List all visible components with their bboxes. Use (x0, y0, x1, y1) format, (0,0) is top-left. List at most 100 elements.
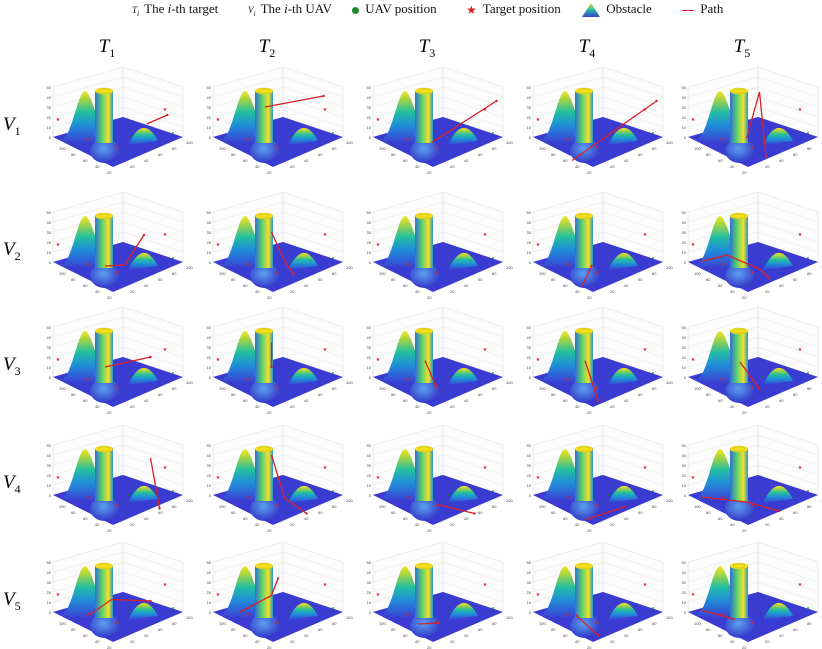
back-wall-right (757, 66, 819, 138)
x-tick-label: 40 (144, 283, 149, 288)
target-marker: ★ (721, 137, 726, 143)
path-endpoint (292, 272, 295, 276)
target-marker: ★ (115, 270, 120, 276)
z-tick-label: 40 (367, 453, 372, 458)
back-wall-right (757, 306, 819, 378)
z-tick-label: 50 (682, 210, 687, 215)
y-tick-label: 20 (267, 410, 272, 415)
z-tick-label: 0 (529, 610, 532, 615)
z-tick-label: 0 (684, 493, 687, 498)
dome-obstacle (725, 497, 755, 521)
grid-line (122, 76, 184, 98)
y-tick-label: 40 (730, 639, 735, 644)
z-tick-label: 40 (682, 95, 687, 100)
x-tick-label: 20 (610, 639, 615, 644)
y-tick-label: 100 (539, 621, 546, 626)
dome-obstacle (410, 614, 440, 638)
x-tick-label: 60 (638, 510, 643, 515)
cylinder-top-ring (257, 88, 271, 94)
y-tick-label: 80 (231, 277, 236, 282)
target-marker: ★ (115, 385, 120, 391)
back-wall-right (602, 541, 664, 613)
path-endpoint (276, 577, 280, 580)
z-tick-label: 20 (207, 590, 212, 595)
target-marker: ★ (595, 385, 600, 391)
grid-line (757, 346, 819, 368)
z-tick-label: 40 (47, 95, 52, 100)
path-line (700, 609, 734, 620)
x-tick-label: 20 (290, 404, 295, 409)
z-tick-label: 0 (49, 135, 52, 140)
uav-marker (652, 257, 654, 259)
z-tick-label: 30 (682, 345, 687, 350)
z-tick-label: 10 (527, 250, 532, 255)
grid-line (282, 561, 344, 583)
uav-marker (447, 376, 449, 378)
z-tick-label: 30 (682, 580, 687, 585)
z-tick-label: 30 (207, 463, 212, 468)
z-tick-label: 20 (527, 590, 532, 595)
cylinder-top-ring (257, 213, 271, 219)
y-tick-label: 20 (742, 645, 747, 649)
uav-marker (607, 376, 609, 378)
y-tick-label: 20 (267, 645, 272, 649)
grid-line (757, 86, 819, 108)
x-tick-label: 20 (290, 639, 295, 644)
z-tick-label: 20 (47, 590, 52, 595)
z-tick-label: 20 (682, 590, 687, 595)
z-tick-label: 0 (369, 135, 372, 140)
target-marker: ★ (406, 137, 411, 143)
target-marker: ★ (595, 503, 600, 509)
z-tick-label: 50 (47, 560, 52, 565)
y-tick-label: 80 (71, 627, 76, 632)
y-tick-label: 20 (107, 170, 112, 175)
x-tick-label: 40 (304, 516, 309, 521)
y-tick-label: 80 (391, 392, 396, 397)
z-tick-label: 50 (207, 85, 212, 90)
target-marker: ★ (721, 612, 726, 618)
uav-marker (447, 494, 449, 496)
path-line-icon (682, 9, 694, 11)
x-tick-label: 80 (652, 504, 657, 509)
uav-dot-icon (352, 6, 359, 14)
z-tick-label: 20 (47, 240, 52, 245)
dome-obstacle (90, 139, 120, 163)
z-tick-label: 0 (529, 375, 532, 380)
hill-obstacle-right (288, 252, 318, 270)
grid-line (122, 454, 184, 476)
uav-marker (762, 494, 764, 496)
z-tick-label: 40 (47, 570, 52, 575)
y-tick-label: 40 (255, 639, 260, 644)
grid-line (602, 454, 664, 476)
x-tick-label: 20 (290, 522, 295, 527)
z-tick-label: 10 (207, 365, 212, 370)
cylinder-obstacle (95, 331, 113, 383)
cylinder-top-ring (417, 563, 431, 569)
grid-line (122, 221, 184, 243)
grid-line (372, 434, 444, 456)
x-tick-label: 60 (478, 277, 483, 282)
z-tick-label: 40 (207, 453, 212, 458)
dome-obstacle (250, 139, 280, 163)
path-line (584, 506, 625, 521)
target-marker: ★ (798, 347, 803, 353)
path-endpoint (596, 399, 600, 402)
cylinder-top-ring (97, 328, 111, 334)
target-marker: ★ (56, 242, 61, 248)
z-tick-label: 10 (682, 600, 687, 605)
cylinder-obstacle (575, 216, 593, 268)
y-tick-label: 100 (694, 386, 701, 391)
uav-marker (287, 136, 289, 138)
x-tick-label: 20 (450, 164, 455, 169)
back-wall-right (442, 66, 504, 138)
target-marker: ★ (376, 592, 381, 598)
y-tick-label: 100 (539, 386, 546, 391)
grid-line (442, 326, 504, 348)
z-tick-label: 40 (207, 220, 212, 225)
path-line (104, 356, 151, 368)
x-tick-label: 60 (158, 510, 163, 515)
grid-line (122, 434, 184, 456)
grid-line (757, 454, 819, 476)
